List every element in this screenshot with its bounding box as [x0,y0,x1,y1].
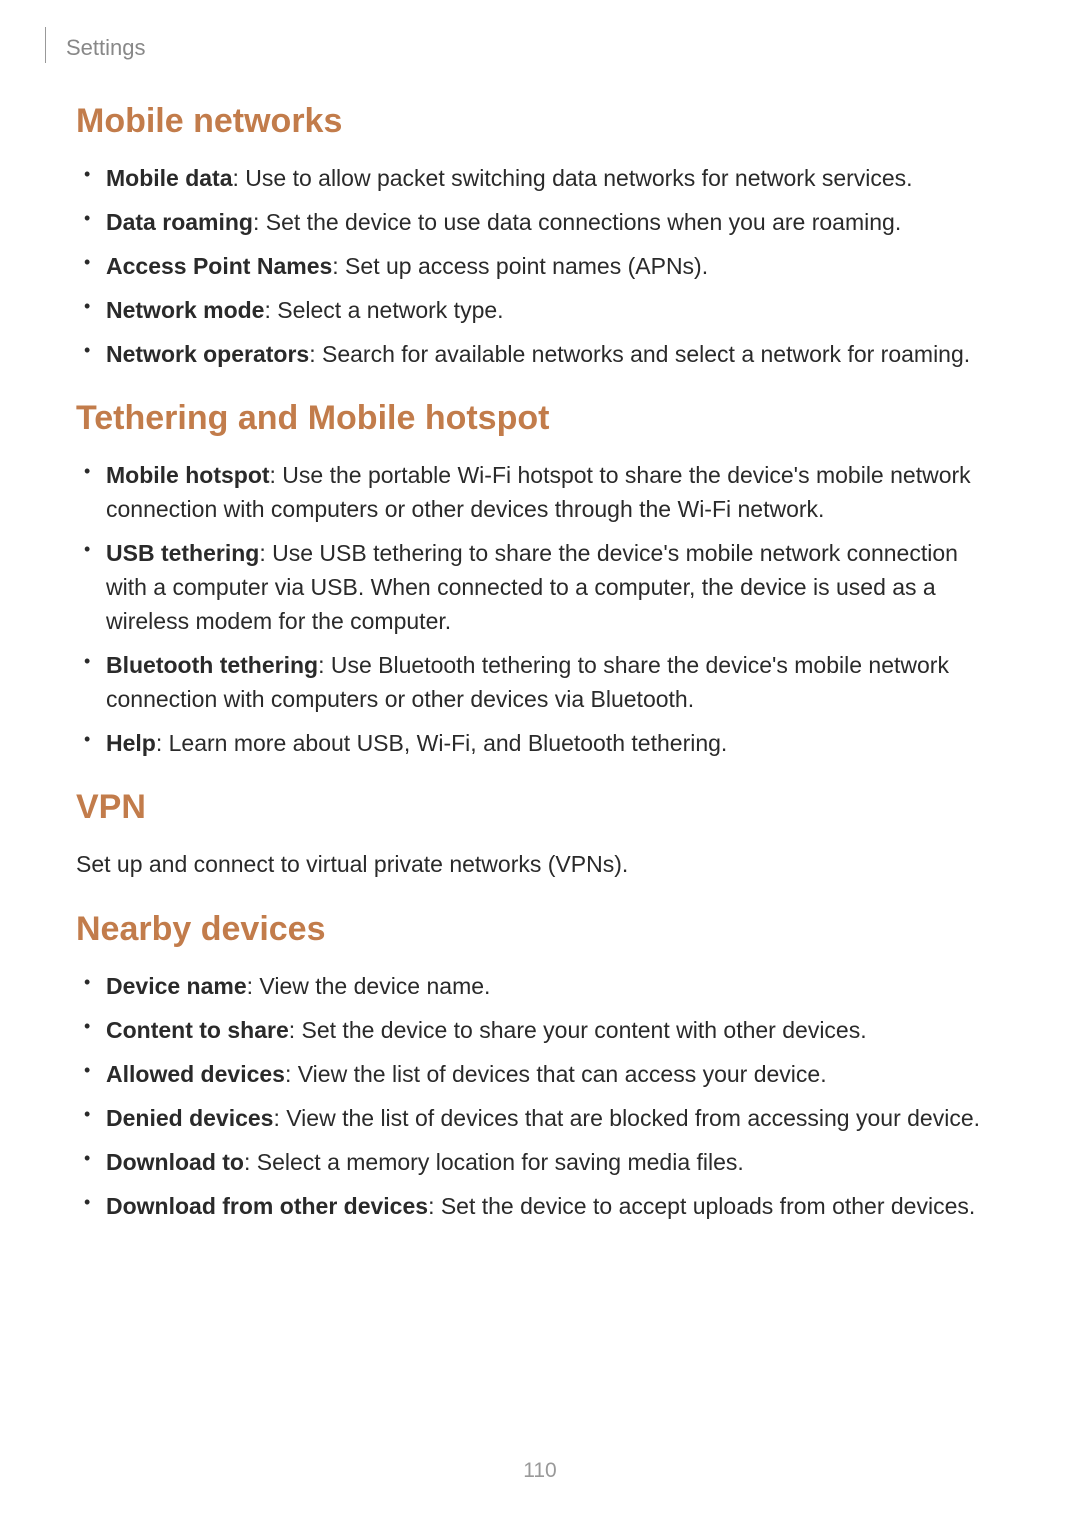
heading-nearby: Nearby devices [76,910,1004,949]
desc: : Learn more about USB, Wi-Fi, and Bluet… [156,730,727,756]
term: Download from other devices [106,1193,428,1219]
term: Help [106,730,156,756]
term: Access Point Names [106,253,332,279]
page-content: Mobile networks Mobile data: Use to allo… [76,102,1004,1233]
term: Content to share [106,1017,289,1043]
list-item: Network mode: Select a network type. [106,293,1004,327]
list-item: Device name: View the device name. [106,969,1004,1003]
term: Denied devices [106,1105,273,1131]
desc: : Select a memory location for saving me… [244,1149,744,1175]
heading-vpn: VPN [76,788,1004,827]
desc: : View the list of devices that are bloc… [273,1105,980,1131]
list-item: USB tethering: Use USB tethering to shar… [106,536,1004,638]
desc: : Set up access point names (APNs). [332,253,708,279]
term: Bluetooth tethering [106,652,318,678]
list-item: Download to: Select a memory location fo… [106,1145,1004,1179]
term: USB tethering [106,540,259,566]
term: Mobile hotspot [106,462,270,488]
list-item: Help: Learn more about USB, Wi-Fi, and B… [106,726,1004,760]
list-item: Mobile data: Use to allow packet switchi… [106,161,1004,195]
desc: : Search for available networks and sele… [309,341,970,367]
desc: : View the device name. [247,973,491,999]
list-item: Network operators: Search for available … [106,337,1004,371]
list-item: Mobile hotspot: Use the portable Wi-Fi h… [106,458,1004,526]
term: Mobile data [106,165,233,191]
list-mobile-networks: Mobile data: Use to allow packet switchi… [76,161,1004,371]
list-item: Denied devices: View the list of devices… [106,1101,1004,1135]
page-header: Settings [45,33,146,63]
list-nearby: Device name: View the device name. Conte… [76,969,1004,1223]
term: Data roaming [106,209,253,235]
term: Network operators [106,341,309,367]
page-number: 110 [0,1459,1080,1483]
list-item: Content to share: Set the device to shar… [106,1013,1004,1047]
term: Device name [106,973,247,999]
heading-mobile-networks: Mobile networks [76,102,1004,141]
vpn-body: Set up and connect to virtual private ne… [76,847,1004,882]
desc: : Use to allow packet switching data net… [233,165,913,191]
term: Download to [106,1149,244,1175]
heading-tethering: Tethering and Mobile hotspot [76,399,1004,438]
desc: : Set the device to accept uploads from … [428,1193,975,1219]
desc: : View the list of devices that can acce… [285,1061,827,1087]
desc: : Select a network type. [264,297,503,323]
term: Allowed devices [106,1061,285,1087]
breadcrumb: Settings [66,35,146,61]
list-tethering: Mobile hotspot: Use the portable Wi-Fi h… [76,458,1004,760]
list-item: Bluetooth tethering: Use Bluetooth tethe… [106,648,1004,716]
desc: : Set the device to use data connections… [253,209,901,235]
list-item: Download from other devices: Set the dev… [106,1189,1004,1223]
desc: : Set the device to share your content w… [289,1017,867,1043]
list-item: Allowed devices: View the list of device… [106,1057,1004,1091]
header-divider [45,27,46,63]
list-item: Data roaming: Set the device to use data… [106,205,1004,239]
term: Network mode [106,297,264,323]
list-item: Access Point Names: Set up access point … [106,249,1004,283]
